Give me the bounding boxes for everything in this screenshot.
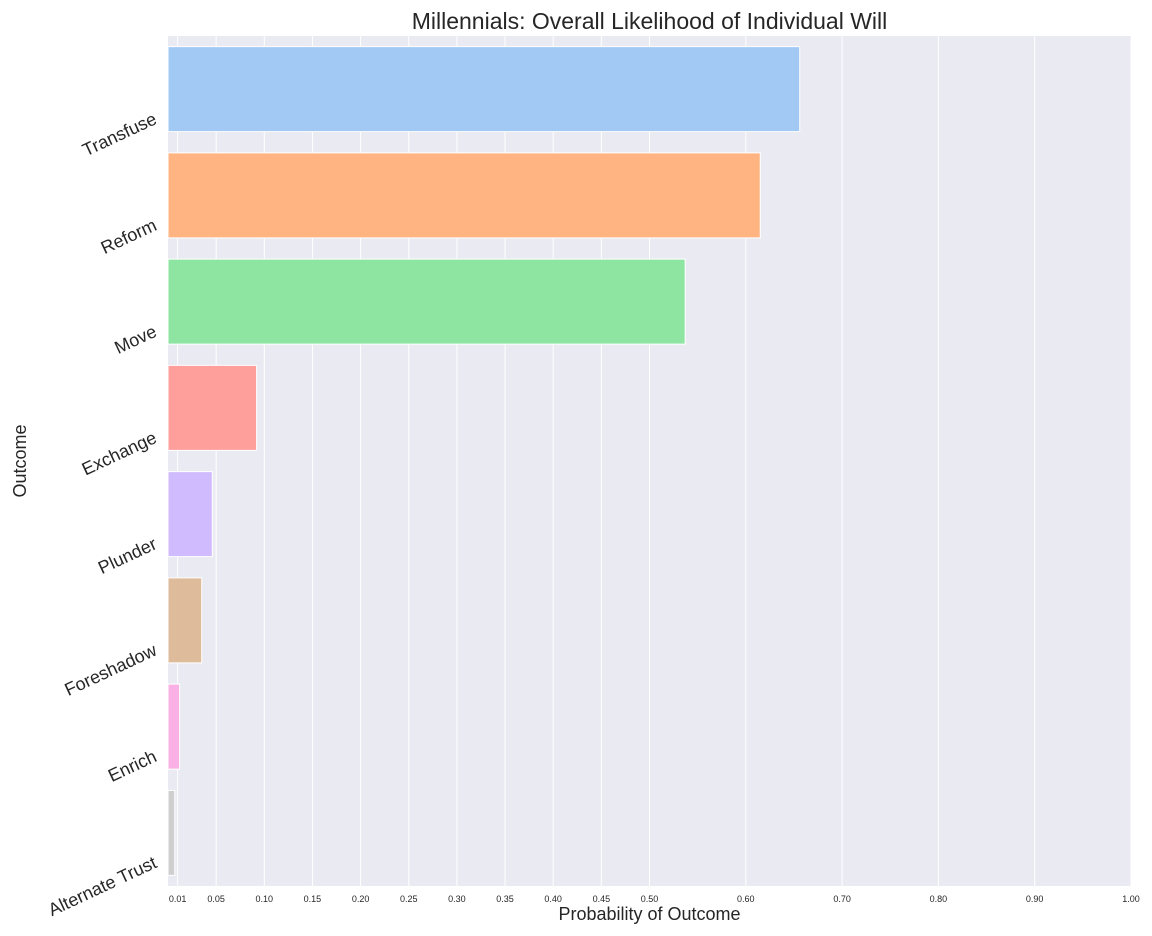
x-tick-label: 0.70 bbox=[833, 894, 851, 904]
x-tick-label: 0.80 bbox=[930, 894, 948, 904]
bar-plunder bbox=[167, 471, 213, 558]
x-axis-label: Probability of Outcome bbox=[558, 904, 741, 924]
x-tick-label: 0.01 bbox=[169, 894, 187, 904]
y-tick-label: Plunder bbox=[95, 534, 160, 578]
x-tick-label: 0.40 bbox=[544, 894, 562, 904]
x-tick-label: 0.25 bbox=[400, 894, 418, 904]
bar-move bbox=[167, 258, 686, 345]
y-tick-label: Move bbox=[111, 321, 159, 358]
y-axis-label: Outcome bbox=[10, 424, 30, 498]
bar-foreshadow bbox=[167, 577, 203, 664]
x-tick-label: 1.00 bbox=[1122, 894, 1140, 904]
bar-enrich bbox=[167, 683, 181, 770]
bar-transfuse bbox=[167, 46, 801, 133]
x-tick-label: 0.45 bbox=[593, 894, 611, 904]
y-tick-label: Alternate Trust bbox=[45, 852, 160, 920]
y-tick-labels: Transfuse Reform Move Exchange Plunder Foresh… bbox=[45, 109, 160, 920]
bar-reform bbox=[167, 152, 761, 239]
y-tick-label: Exchange bbox=[79, 427, 160, 479]
x-tick-label: 0.20 bbox=[352, 894, 370, 904]
x-tick-label: 0.60 bbox=[737, 894, 755, 904]
x-tick-label: 0.15 bbox=[304, 894, 322, 904]
y-tick-label: Enrich bbox=[105, 746, 160, 786]
x-tick-labels: 0.01 0.05 0.10 0.15 0.20 0.25 0.30 0.35 0.40 0.45… bbox=[169, 894, 1140, 904]
x-tick-label: 0.10 bbox=[256, 894, 274, 904]
x-tick-label: 0.35 bbox=[496, 894, 514, 904]
bar-exchange bbox=[167, 364, 258, 451]
bar-alternate-trust bbox=[167, 789, 176, 876]
y-tick-label: Transfuse bbox=[79, 109, 159, 161]
y-tick-label: Foreshadow bbox=[61, 639, 160, 699]
x-tick-label: 0.90 bbox=[1026, 894, 1044, 904]
bars bbox=[167, 46, 801, 876]
chart-title: Millennials: Overall Likelihood of Indiv… bbox=[411, 8, 888, 34]
x-tick-label: 0.30 bbox=[448, 894, 466, 904]
y-tick-label: Reform bbox=[98, 215, 160, 258]
x-tick-label: 0.50 bbox=[641, 894, 659, 904]
x-tick-label: 0.05 bbox=[207, 894, 225, 904]
